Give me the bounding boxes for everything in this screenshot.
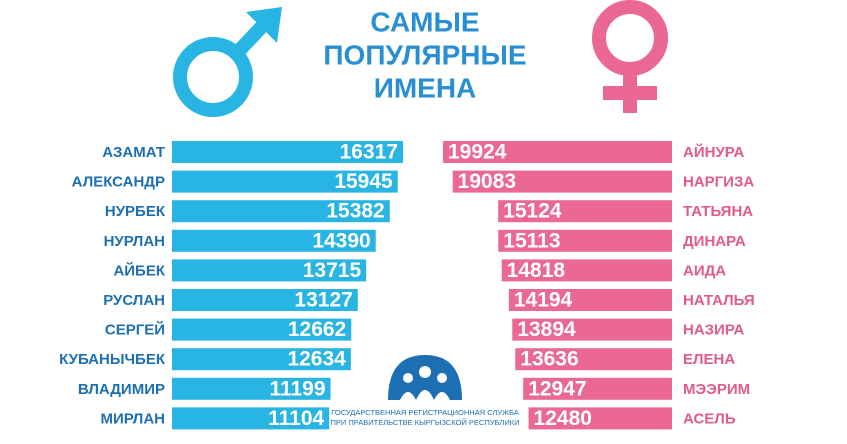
- name-label: ТАТЬЯНА: [683, 203, 753, 220]
- bar: [498, 200, 672, 223]
- name-label: ВЛАДИМИР: [78, 381, 165, 398]
- bar: [172, 141, 403, 163]
- value-label: 15945: [334, 170, 393, 193]
- value-label: 15124: [503, 200, 562, 223]
- name-label: МИРЛАН: [100, 410, 165, 427]
- value-label: 14194: [514, 289, 573, 312]
- name-label: АЛЕКСАНДР: [72, 174, 165, 191]
- name-label: ДИНАРА: [683, 233, 746, 250]
- bar: [172, 318, 352, 341]
- bar: [443, 141, 672, 163]
- bar: [512, 318, 672, 341]
- value-label: 12480: [534, 407, 592, 430]
- name-label: НАЗИРА: [683, 322, 745, 339]
- name-label: НАРГИЗА: [683, 174, 754, 191]
- value-label: 11199: [269, 377, 325, 400]
- name-label: КУБАНЫЧБЕК: [59, 351, 166, 368]
- bar: [508, 289, 672, 311]
- male-symbol: [173, 7, 282, 117]
- value-label: 13127: [294, 289, 352, 312]
- name-label: АЙНУРА: [683, 143, 744, 161]
- footer-line: ПРИ ПРАВИТЕЛЬСТВЕ КЫРГЫЗСКОЙ РЕСПУБЛИКИ: [331, 418, 520, 427]
- value-label: 19083: [458, 170, 516, 193]
- title-line: ПОПУЛЯРНЫЕ: [323, 39, 526, 70]
- value-label: 14818: [507, 259, 566, 282]
- bar: [172, 200, 390, 223]
- value-label: 12947: [528, 377, 586, 400]
- value-label: 19924: [448, 141, 507, 164]
- name-label: НАТАЛЬЯ: [683, 292, 755, 309]
- female-symbol: [592, 0, 668, 113]
- bar: [172, 259, 367, 282]
- value-label: 14390: [312, 229, 370, 252]
- bar: [172, 377, 331, 400]
- bar: [515, 348, 672, 371]
- name-label: АИДА: [683, 262, 726, 279]
- value-label: 11104: [268, 407, 324, 430]
- name-label: АЙБЕК: [113, 261, 165, 279]
- bar: [452, 170, 672, 193]
- value-label: 13715: [303, 259, 362, 282]
- bar: [172, 407, 330, 430]
- bar: [528, 407, 672, 430]
- value-label: 12634: [287, 348, 346, 371]
- value-label: 13894: [517, 318, 576, 341]
- footer-line: ГОСУДАРСТВЕННАЯ РЕГИСТРАЦИОННАЯ СЛУЖБА: [331, 408, 519, 417]
- name-label: НУРБЕК: [105, 203, 166, 220]
- value-label: 15382: [326, 200, 384, 223]
- value-label: 16317: [340, 141, 398, 164]
- bar: [172, 348, 351, 371]
- value-label: 13636: [520, 348, 578, 371]
- bar: [501, 259, 672, 282]
- bar: [523, 377, 672, 400]
- bar: [172, 289, 358, 311]
- bar: [172, 170, 398, 193]
- name-label: АЗАМАТ: [102, 144, 165, 161]
- name-label: НУРЛАН: [104, 233, 165, 250]
- value-label: 12662: [288, 318, 346, 341]
- value-label: 15113: [503, 229, 560, 252]
- name-label: АСЕЛЬ: [683, 410, 736, 427]
- logo: [388, 355, 462, 400]
- title-line: ИМЕНА: [374, 72, 477, 103]
- name-label: РУСЛАН: [103, 292, 165, 309]
- name-label: ЕЛЕНА: [683, 351, 735, 368]
- bar: [172, 229, 376, 252]
- name-label: МЭЭРИМ: [683, 381, 750, 398]
- title-line: САМЫЕ: [370, 6, 479, 37]
- bar: [498, 229, 672, 252]
- name-label: СЕРГЕЙ: [105, 321, 165, 339]
